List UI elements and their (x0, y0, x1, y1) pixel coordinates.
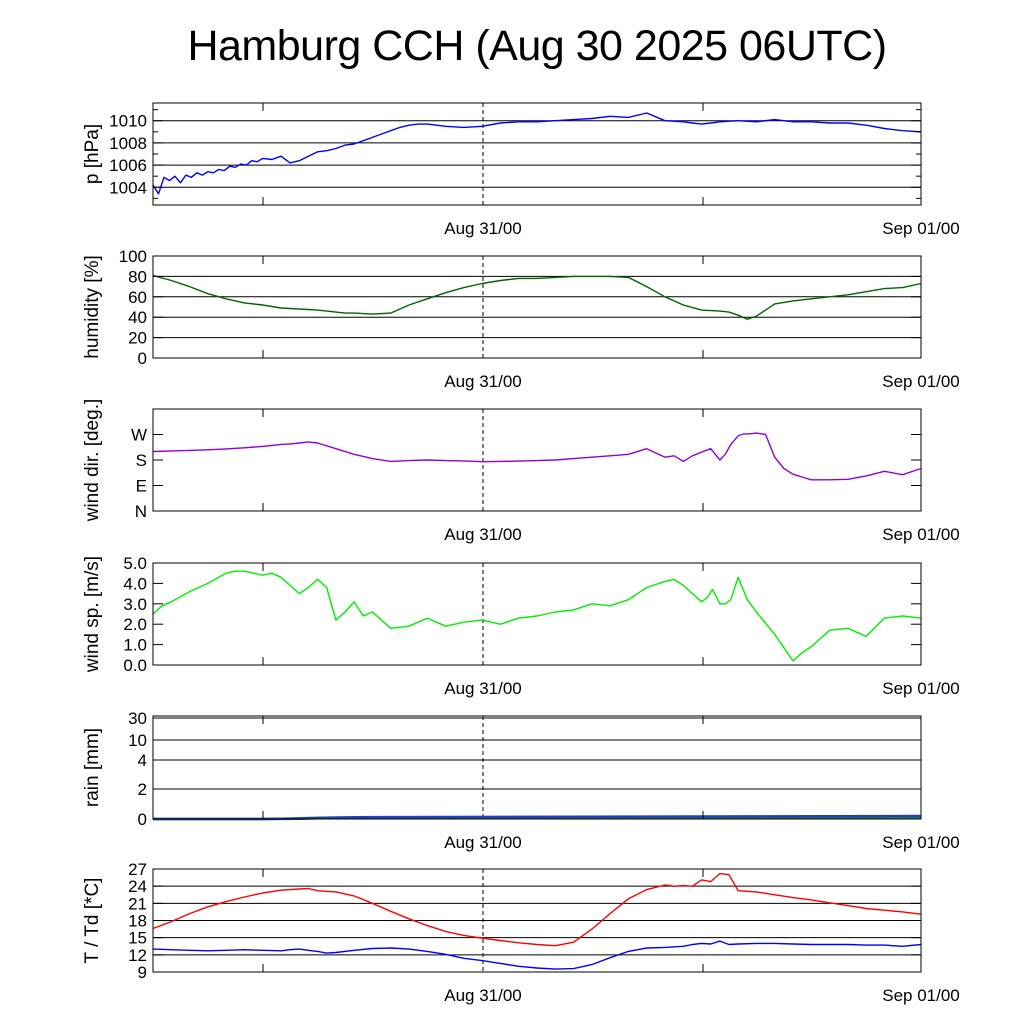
temperature-ytick-label: 21 (128, 894, 147, 913)
pressure-ytick-label: 1004 (109, 178, 147, 197)
humidity-frame (152, 255, 922, 359)
wind_speed-ylabel: wind sp. [m/s] (82, 556, 103, 673)
humidity-ytick-label: 60 (128, 288, 147, 307)
wind_speed-xtick-label: Aug 31/00 (444, 679, 522, 698)
wind_dir-xtick-label: Sep 01/00 (882, 525, 960, 544)
wind_speed-ytick-label: 3.0 (123, 595, 147, 614)
humidity-xtick-label: Sep 01/00 (882, 372, 960, 391)
temperature-ytick-label: 27 (128, 860, 147, 879)
temperature-ytick-label: 15 (128, 929, 147, 948)
wind_speed-xtick-label: Sep 01/00 (882, 679, 960, 698)
wind_speed-ytick-label: 4.0 (123, 574, 147, 593)
rain-ytick-label: 0 (138, 810, 147, 829)
wind_dir-xtick-label: Aug 31/00 (444, 525, 522, 544)
wind_dir-series-1 (152, 432, 922, 481)
humidity-ylabel: humidity [%] (82, 255, 103, 358)
wind_speed-ytick-label: 0.0 (123, 656, 147, 675)
humidity-xtick-label: Aug 31/00 (444, 372, 522, 391)
wind_speed-series-1 (152, 570, 922, 662)
wind_speed-ytick-label: 5.0 (123, 554, 147, 573)
wind_speed-ytick-label: 2.0 (123, 615, 147, 634)
temperature-series-2 (152, 940, 922, 970)
humidity-series-1 (152, 274, 922, 320)
pressure-series-1 (152, 112, 922, 195)
rain-ytick-label: 30 (128, 709, 147, 728)
humidity-ytick-label: 100 (119, 247, 147, 266)
pressure-ytick-label: 1010 (109, 112, 147, 131)
humidity-ytick-label: 0 (138, 349, 147, 368)
humidity-ytick-label: 20 (128, 329, 147, 348)
rain-ytick-label: 4 (138, 751, 147, 770)
temperature-xtick-label: Aug 31/00 (444, 986, 522, 1005)
pressure-xtick-label: Aug 31/00 (444, 219, 522, 238)
temperature-ytick-label: 12 (128, 946, 147, 965)
rain-ytick-label: 2 (138, 780, 147, 799)
temperature-ytick-label: 24 (128, 877, 147, 896)
pressure-xtick-label: Sep 01/00 (882, 219, 960, 238)
wind_dir-ytick-label: E (136, 477, 147, 496)
wind_dir-ylabel: wind dir. [deg.] (82, 399, 103, 523)
wind_dir-ytick-label: S (136, 451, 147, 470)
wind_speed-frame (152, 562, 922, 666)
temperature-series-1 (152, 872, 922, 947)
rain-ytick-label: 10 (128, 731, 147, 750)
pressure-ytick-label: 1008 (109, 134, 147, 153)
rain-xtick-label: Sep 01/00 (882, 833, 960, 852)
temperature-ytick-label: 9 (138, 963, 147, 982)
humidity-ytick-label: 80 (128, 267, 147, 286)
temperature-ytick-label: 18 (128, 912, 147, 931)
chart-title: Hamburg CCH (Aug 30 2025 06UTC) (187, 22, 887, 70)
pressure-frame (152, 102, 922, 206)
temperature-xtick-label: Sep 01/00 (882, 986, 960, 1005)
temperature-ylabel: T / Td [*C] (82, 878, 103, 964)
humidity-ytick-label: 40 (128, 308, 147, 327)
pressure-ytick-label: 1006 (109, 156, 147, 175)
wind_dir-ytick-label: W (131, 426, 147, 445)
wind_speed-ytick-label: 1.0 (123, 636, 147, 655)
wind_dir-ytick-label: N (135, 502, 147, 521)
rain-frame (152, 715, 922, 820)
rain-ylabel: rain [mm] (82, 728, 103, 807)
rain-xtick-label: Aug 31/00 (444, 833, 522, 852)
pressure-ylabel: p [hPa] (82, 124, 103, 184)
